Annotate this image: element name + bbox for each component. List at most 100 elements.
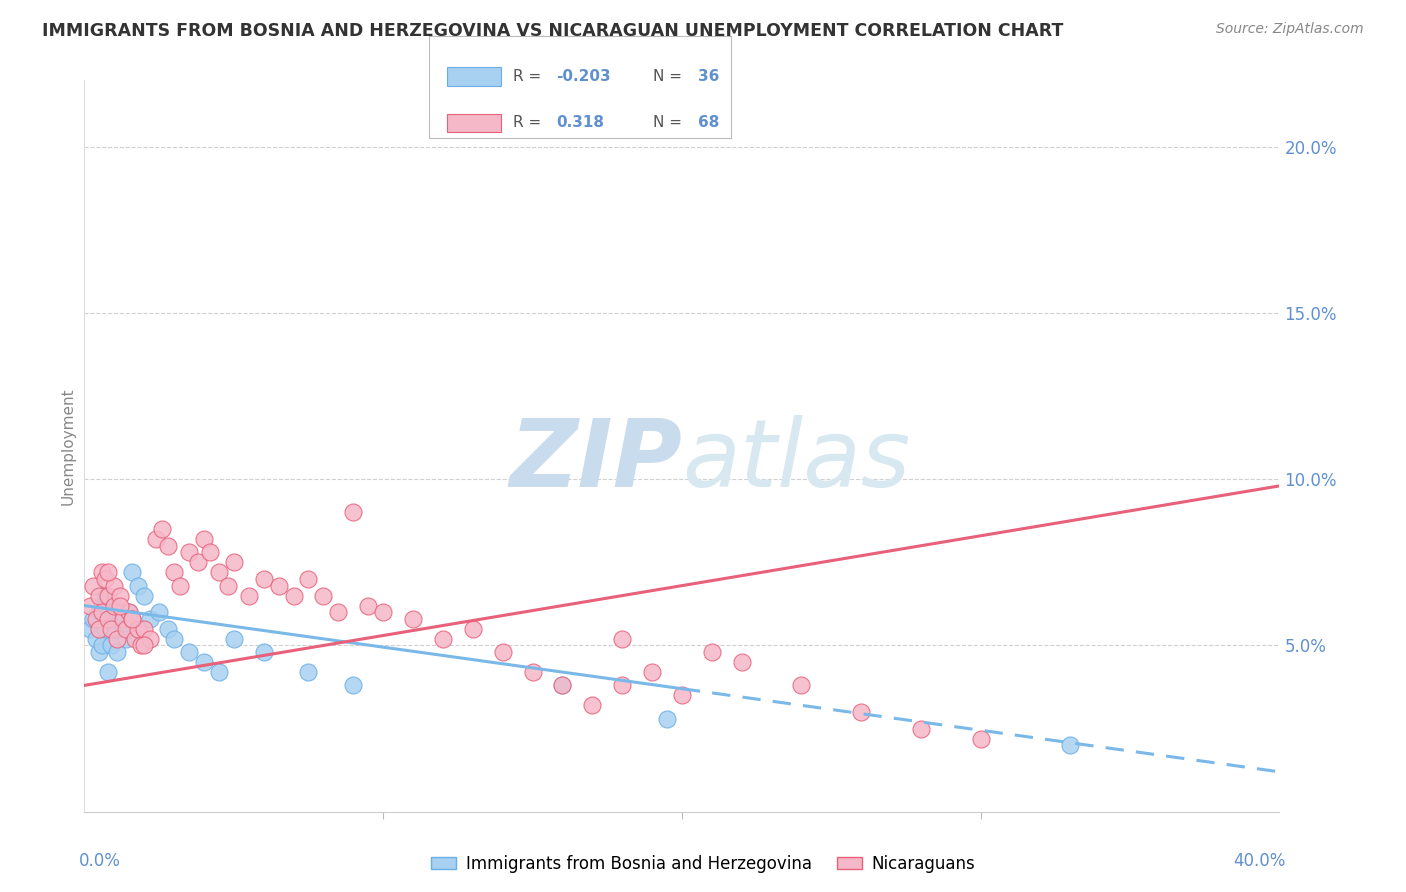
Point bbox=[112, 622, 135, 636]
Text: 0.318: 0.318 bbox=[555, 115, 603, 130]
Point bbox=[700, 645, 723, 659]
Point bbox=[103, 579, 125, 593]
Point bbox=[89, 645, 111, 659]
Point bbox=[103, 599, 125, 613]
Point bbox=[82, 612, 104, 626]
Point bbox=[103, 599, 125, 613]
Point bbox=[129, 639, 152, 653]
Point bbox=[124, 632, 146, 646]
Point bbox=[177, 645, 200, 659]
Point bbox=[86, 612, 108, 626]
Point bbox=[253, 572, 276, 586]
Text: N =: N = bbox=[652, 115, 686, 130]
Point bbox=[641, 665, 664, 679]
Point bbox=[94, 622, 117, 636]
Text: N =: N = bbox=[652, 70, 686, 84]
Point bbox=[89, 622, 111, 636]
Point bbox=[110, 612, 132, 626]
Point bbox=[222, 632, 245, 646]
Point bbox=[100, 639, 122, 653]
Text: 40.0%: 40.0% bbox=[1233, 852, 1285, 870]
Point bbox=[342, 678, 364, 692]
Point bbox=[267, 579, 290, 593]
Text: 68: 68 bbox=[697, 115, 720, 130]
Point bbox=[217, 579, 239, 593]
Point bbox=[169, 579, 191, 593]
Point bbox=[112, 612, 135, 626]
Point bbox=[145, 532, 167, 546]
Point bbox=[432, 632, 454, 646]
Text: ZIP: ZIP bbox=[509, 415, 682, 507]
Point bbox=[121, 612, 143, 626]
Point bbox=[551, 678, 574, 692]
Point bbox=[89, 589, 111, 603]
Point bbox=[357, 599, 380, 613]
Point bbox=[342, 506, 364, 520]
Point bbox=[492, 645, 515, 659]
Point bbox=[297, 572, 319, 586]
Point bbox=[177, 545, 200, 559]
Point bbox=[91, 605, 114, 619]
Point bbox=[115, 622, 138, 636]
Point bbox=[671, 689, 693, 703]
Point bbox=[373, 605, 395, 619]
Text: atlas: atlas bbox=[682, 415, 910, 506]
Point bbox=[461, 622, 484, 636]
Text: R =: R = bbox=[513, 70, 547, 84]
Point bbox=[731, 655, 754, 669]
Point bbox=[157, 622, 180, 636]
Point bbox=[105, 632, 128, 646]
Point bbox=[86, 632, 108, 646]
Point bbox=[97, 665, 120, 679]
Bar bbox=[447, 68, 502, 86]
Point bbox=[238, 589, 260, 603]
Text: -0.203: -0.203 bbox=[555, 70, 610, 84]
Point bbox=[97, 566, 120, 580]
Point bbox=[253, 645, 276, 659]
Point bbox=[208, 665, 231, 679]
Point bbox=[127, 579, 149, 593]
Point bbox=[97, 612, 120, 626]
Point bbox=[139, 632, 162, 646]
Point bbox=[132, 639, 156, 653]
Point bbox=[402, 612, 425, 626]
Point bbox=[581, 698, 603, 713]
Point bbox=[193, 532, 215, 546]
Point bbox=[105, 645, 128, 659]
Legend: Immigrants from Bosnia and Herzegovina, Nicaraguans: Immigrants from Bosnia and Herzegovina, … bbox=[425, 848, 981, 880]
Point bbox=[110, 589, 132, 603]
Point bbox=[97, 612, 120, 626]
Point bbox=[121, 566, 143, 580]
Point bbox=[970, 731, 993, 746]
Point bbox=[655, 712, 678, 726]
Point bbox=[163, 632, 186, 646]
Point bbox=[522, 665, 544, 679]
Point bbox=[157, 539, 180, 553]
Point bbox=[187, 555, 209, 569]
Text: R =: R = bbox=[513, 115, 547, 130]
Point bbox=[150, 522, 173, 536]
Point bbox=[283, 589, 305, 603]
Point bbox=[132, 589, 156, 603]
Point bbox=[91, 599, 114, 613]
Point bbox=[118, 605, 141, 619]
Text: Source: ZipAtlas.com: Source: ZipAtlas.com bbox=[1216, 22, 1364, 37]
Point bbox=[121, 612, 143, 626]
Text: 0.0%: 0.0% bbox=[79, 852, 121, 870]
Point bbox=[79, 599, 101, 613]
Point bbox=[612, 632, 634, 646]
Point bbox=[851, 705, 873, 719]
Point bbox=[328, 605, 350, 619]
Point bbox=[910, 722, 932, 736]
Point bbox=[163, 566, 186, 580]
Point bbox=[103, 622, 125, 636]
Point bbox=[118, 605, 141, 619]
Point bbox=[94, 589, 117, 603]
Point bbox=[79, 622, 101, 636]
Point bbox=[193, 655, 215, 669]
Point bbox=[89, 605, 111, 619]
Point bbox=[198, 545, 221, 559]
Point bbox=[551, 678, 574, 692]
Text: 36: 36 bbox=[697, 70, 720, 84]
Point bbox=[97, 589, 120, 603]
